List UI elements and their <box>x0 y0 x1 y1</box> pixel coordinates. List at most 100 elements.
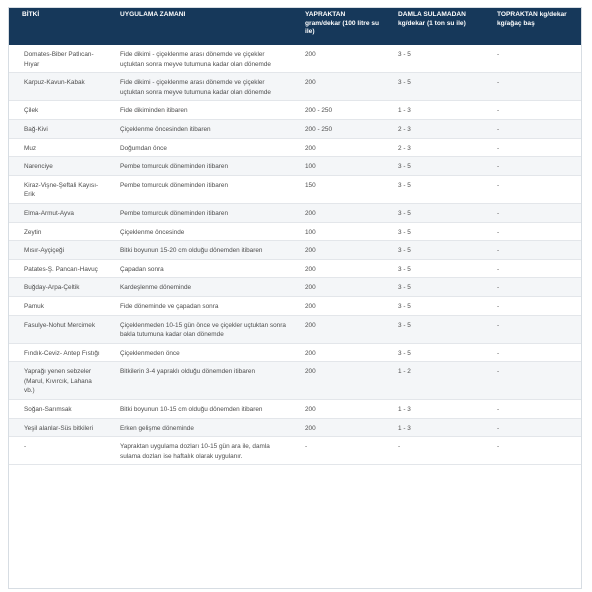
cell-plant: Yeşil alanlar-Süs bitkileri <box>9 418 107 438</box>
cell-plant: Kiraz-Vişne-Şeftali Kayısı-Erik <box>9 175 107 204</box>
cell-application-time: Çiçeklenmeden 10-15 gün önce ve çiçekler… <box>107 315 292 344</box>
table-row: Yeşil alanlar-Süs bitkileri Erken gelişme… <box>9 418 581 438</box>
application-dose-table: BİTKİ UYGULAMA ZAMANI YAPRAKTAN gram/dek… <box>9 8 581 466</box>
cell-drip-dose: 3 - 5 <box>385 72 484 102</box>
cell-plant: Fasulye-Nohut Mercimek <box>9 315 107 344</box>
header-foliar-dose: YAPRAKTAN gram/dekar (100 litre su ile) <box>292 8 385 45</box>
cell-foliar-dose: 200 <box>292 240 385 260</box>
table-header-row: BİTKİ UYGULAMA ZAMANI YAPRAKTAN gram/dek… <box>9 8 581 45</box>
cell-soil-dose: - <box>484 277 581 297</box>
table-row: Buğday-Arpa-Çeltik Kardeşlenme döneminde 2… <box>9 277 581 297</box>
cell-application-time: Pembe tomurcuk döneminden itibaren <box>107 156 292 176</box>
cell-drip-dose: - <box>385 436 484 466</box>
cell-drip-dose: 3 - 5 <box>385 259 484 279</box>
table-row: Çilek Fide dikiminden itibaren 200 - 250 1 … <box>9 100 581 120</box>
cell-drip-dose: 1 - 3 <box>385 399 484 419</box>
table-row: Yaprağı yenen sebzeler (Marul, Kıvırcık,… <box>9 361 581 401</box>
cell-drip-dose: 2 - 3 <box>385 138 484 158</box>
cell-foliar-dose: 100 <box>292 222 385 242</box>
cell-foliar-dose: 200 <box>292 418 385 438</box>
cell-application-time: Erken gelişme döneminde <box>107 418 292 438</box>
table-row: Soğan-Sarımsak Bitki boyunun 10-15 cm old… <box>9 399 581 419</box>
product-table-frame: BİTKİ UYGULAMA ZAMANI YAPRAKTAN gram/dek… <box>8 7 582 589</box>
cell-soil-dose: - <box>484 45 581 74</box>
cell-soil-dose: - <box>484 296 581 316</box>
cell-plant: Narenciye <box>9 156 107 176</box>
cell-foliar-dose: 200 <box>292 203 385 223</box>
table-row: Patates-Ş. Pancarı-Havuç Çapadan sonra 200… <box>9 259 581 279</box>
cell-soil-dose: - <box>484 259 581 279</box>
table-row: Zeytin Çiçeklenme öncesinde 100 3 - 5- <box>9 222 581 242</box>
cell-foliar-dose: 200 <box>292 361 385 401</box>
cell-foliar-dose: 150 <box>292 175 385 204</box>
cell-application-time: Fide dikimi - çiçeklenme arası dönemde v… <box>107 72 292 102</box>
cell-plant: Elma-Armut-Ayva <box>9 203 107 223</box>
cell-drip-dose: 3 - 5 <box>385 175 484 204</box>
header-application-time: UYGULAMA ZAMANI <box>107 8 292 45</box>
cell-plant: Çilek <box>9 100 107 120</box>
cell-plant: Mısır-Ayçiçeği <box>9 240 107 260</box>
cell-application-time: Fide dikiminden itibaren <box>107 100 292 120</box>
table-row: Bağ-Kivi Çiçeklenme öncesinden itibaren 20… <box>9 119 581 139</box>
cell-application-time: Bitki boyunun 10-15 cm olduğu dönemden i… <box>107 399 292 419</box>
cell-plant: Domates-Biber Patlıcan-Hıyar <box>9 45 107 74</box>
cell-soil-dose: - <box>484 240 581 260</box>
cell-drip-dose: 1 - 3 <box>385 418 484 438</box>
cell-application-time: Fide dikimi - çiçeklenme arası dönemde v… <box>107 45 292 74</box>
cell-application-time: Bitkilerin 3-4 yapraklı olduğu dönemden … <box>107 361 292 401</box>
cell-foliar-dose: 200 <box>292 259 385 279</box>
cell-foliar-dose: 200 - 250 <box>292 100 385 120</box>
table-row: Muz Doğumdan önce 200 2 - 3- <box>9 138 581 158</box>
cell-drip-dose: 3 - 5 <box>385 296 484 316</box>
cell-application-time: Pembe tomurcuk döneminden itibaren <box>107 203 292 223</box>
cell-soil-dose: - <box>484 222 581 242</box>
cell-foliar-dose: 200 <box>292 138 385 158</box>
cell-foliar-dose: 200 <box>292 296 385 316</box>
table-row: Pamuk Fide döneminde ve çapadan sonra 200 3… <box>9 296 581 316</box>
table-row: Elma-Armut-Ayva Pembe tomurcuk döneminden… <box>9 203 581 223</box>
cell-plant: Zeytin <box>9 222 107 242</box>
cell-plant: Yaprağı yenen sebzeler (Marul, Kıvırcık,… <box>9 361 107 401</box>
cell-application-time: Yapraktan uygulama dozları 10-15 gün ara… <box>107 436 292 466</box>
cell-drip-dose: 3 - 5 <box>385 156 484 176</box>
cell-application-time: Çiçeklenme öncesinden itibaren <box>107 119 292 139</box>
cell-application-time: Çiçeklenme öncesinde <box>107 222 292 242</box>
header-drip-dose: DAMLA SULAMADAN kg/dekar (1 ton su ile) <box>385 8 484 45</box>
cell-soil-dose: - <box>484 436 581 466</box>
cell-application-time: Bitki boyunun 15-20 cm olduğu dönemden i… <box>107 240 292 260</box>
cell-drip-dose: 2 - 3 <box>385 119 484 139</box>
table-row: Kiraz-Vişne-Şeftali Kayısı-Erik Pembe tom… <box>9 175 581 204</box>
cell-foliar-dose: 200 <box>292 45 385 74</box>
cell-soil-dose: - <box>484 72 581 102</box>
cell-foliar-dose: 200 - 250 <box>292 119 385 139</box>
cell-foliar-dose: 200 <box>292 277 385 297</box>
cell-soil-dose: - <box>484 138 581 158</box>
cell-application-time: Kardeşlenme döneminde <box>107 277 292 297</box>
header-plant: BİTKİ <box>9 8 107 45</box>
cell-foliar-dose: 200 <box>292 72 385 102</box>
cell-foliar-dose: - <box>292 436 385 466</box>
table-row: Karpuz-Kavun-Kabak Fide dikimi - çiçeklen… <box>9 72 581 102</box>
cell-foliar-dose: 200 <box>292 315 385 344</box>
cell-drip-dose: 1 - 2 <box>385 361 484 401</box>
cell-soil-dose: - <box>484 399 581 419</box>
cell-drip-dose: 3 - 5 <box>385 240 484 260</box>
header-soil-dose: TOPRAKTAN kg/dekar kg/ağaç baş <box>484 8 581 45</box>
cell-soil-dose: - <box>484 100 581 120</box>
cell-soil-dose: - <box>484 418 581 438</box>
cell-application-time: Doğumdan önce <box>107 138 292 158</box>
cell-drip-dose: 3 - 5 <box>385 277 484 297</box>
table-row: Fındık-Ceviz- Antep Fıstığı Çiçeklenmeden… <box>9 343 581 363</box>
cell-application-time: Çiçeklenmeden önce <box>107 343 292 363</box>
cell-soil-dose: - <box>484 361 581 401</box>
cell-soil-dose: - <box>484 119 581 139</box>
cell-plant: Bağ-Kivi <box>9 119 107 139</box>
cell-plant: Buğday-Arpa-Çeltik <box>9 277 107 297</box>
cell-soil-dose: - <box>484 156 581 176</box>
cell-foliar-dose: 200 <box>292 399 385 419</box>
table-row: Narenciye Pembe tomurcuk döneminden itiba… <box>9 156 581 176</box>
cell-foliar-dose: 200 <box>292 343 385 363</box>
cell-foliar-dose: 100 <box>292 156 385 176</box>
cell-plant: Karpuz-Kavun-Kabak <box>9 72 107 102</box>
cell-plant: Fındık-Ceviz- Antep Fıstığı <box>9 343 107 363</box>
